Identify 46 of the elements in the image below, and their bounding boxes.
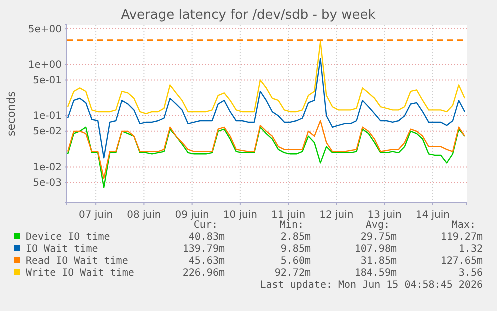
chart-title: Average latency for /dev/sdb - by week xyxy=(121,8,376,23)
legend-label: IO Wait time xyxy=(26,244,98,255)
text: 5.60m xyxy=(280,256,311,267)
x-tick-label: 11 juin xyxy=(271,210,306,221)
line-series xyxy=(67,120,466,180)
x-tick-label: 09 juin xyxy=(175,210,210,221)
text: Max: xyxy=(452,220,476,231)
text: 45.63m xyxy=(188,256,225,267)
y-tick-label: 5e-03 xyxy=(33,178,62,189)
line-series xyxy=(67,126,466,188)
x-tick-label: 14 juin xyxy=(416,210,450,221)
x-tick-label: 13 juin xyxy=(368,210,402,221)
x-tick-label: 07 juin xyxy=(79,210,114,221)
text: 119.27m xyxy=(440,232,483,243)
text: 226.96m xyxy=(182,268,225,279)
text: Avg: xyxy=(366,220,390,231)
y-axis-title: seconds xyxy=(5,91,18,136)
text: 31.85m xyxy=(360,256,397,267)
y-tick-label: 5e-01 xyxy=(33,75,62,86)
text: 40.83m xyxy=(188,232,225,243)
line-series xyxy=(67,41,466,115)
text: Cur: xyxy=(194,220,218,231)
text: 3.56 xyxy=(458,268,483,279)
y-tick-label: 1e-01 xyxy=(33,111,62,122)
legend-label: Read IO Wait time xyxy=(26,256,128,267)
text: 92.72m xyxy=(274,268,311,279)
x-tick-label: 10 juin xyxy=(223,210,258,221)
text: Min: xyxy=(280,220,304,231)
text: 9.85m xyxy=(280,244,311,255)
text: 184.59m xyxy=(354,268,397,279)
legend-label: Device IO time xyxy=(26,232,110,243)
y-tick-label: 1e+00 xyxy=(28,60,62,72)
y-tick-label: 1e-02 xyxy=(33,162,62,174)
text: 127.65m xyxy=(440,256,483,267)
text: 139.79m xyxy=(182,244,225,255)
x-tick-label: 08 juin xyxy=(127,210,162,221)
line-series xyxy=(67,58,466,159)
text: Last update: Mon Jun 15 04:58:45 2026 xyxy=(260,280,483,291)
y-tick-label: 5e-02 xyxy=(33,126,62,138)
text: 1.32 xyxy=(458,244,483,255)
text: 2.85m xyxy=(280,232,311,243)
text: 29.75m xyxy=(360,232,397,243)
y-tick-label: 5e+00 xyxy=(28,24,62,36)
legend-label: Write IO Wait time xyxy=(26,268,134,279)
x-tick-label: 12 juin xyxy=(320,210,354,221)
text: 107.98m xyxy=(354,244,397,255)
